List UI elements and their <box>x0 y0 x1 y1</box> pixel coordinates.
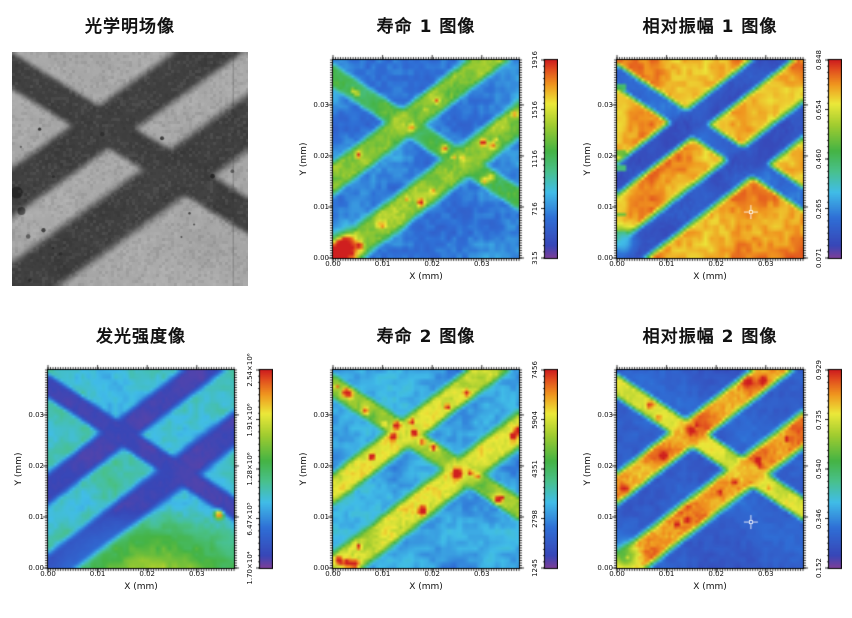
colorbar-tick-label: 1.70×10⁴ <box>246 551 254 585</box>
panel-lifetime-1: 寿命 1 图像 Y (mm) 0.00 0.01 0.02 0.03 0.00 0.01… <box>288 8 572 308</box>
y-axis-label: Y (mm) <box>299 142 309 176</box>
colorbar-tick-label: 0.540 <box>815 458 823 480</box>
heatmap-canvas <box>610 53 810 265</box>
y-tick-label: 0.01 <box>28 512 44 521</box>
colorbar-tick-label: 0.460 <box>815 148 823 170</box>
colorbar-tick-label: 1.91×10⁶ <box>246 402 254 437</box>
x-axis-label: X (mm) <box>409 272 443 282</box>
y-tick-label: 0.00 <box>313 564 329 572</box>
colorbar-tick-label: 0.735 <box>815 409 823 430</box>
y-tick-label: 0.03 <box>597 410 613 419</box>
colorbar-tick-label: 6.47×10⁵ <box>246 501 254 536</box>
y-axis-label: Y (mm) <box>14 452 24 486</box>
colorbar-canvas <box>256 366 273 572</box>
colorbar-tick-label: 0.152 <box>815 557 823 579</box>
y-tick-label: 0.01 <box>597 202 613 211</box>
heatmap-canvas <box>610 363 810 575</box>
y-tick-label: 0.01 <box>313 202 329 211</box>
x-axis-label: X (mm) <box>693 582 727 592</box>
colorbar-tick-label: 0.071 <box>815 247 823 269</box>
y-tick-label: 0.00 <box>597 564 613 572</box>
colorbar-tick-label: 1516 <box>531 100 539 119</box>
colorbar-tick-label: 0.654 <box>815 99 823 120</box>
colorbar-canvas <box>825 56 842 262</box>
y-tick-label: 0.01 <box>597 512 613 521</box>
panel-amplitude-1: 相对振幅 1 图像 Y (mm) 0.00 0.01 0.02 0.03 0.00 0.… <box>572 8 852 308</box>
y-tick-label: 0.00 <box>313 254 329 262</box>
x-axis-label: X (mm) <box>409 582 443 592</box>
heatmap-canvas <box>326 53 526 265</box>
colorbar-tick-label: 1.28×10⁶ <box>246 452 254 486</box>
colorbar-tick-label: 5904 <box>531 410 539 429</box>
colorbar-tick-label: 2.54×10⁶ <box>246 353 254 387</box>
colorbar-tick-label: 1916 <box>531 51 539 69</box>
optical-image-canvas <box>12 52 248 286</box>
heatmap-canvas <box>41 363 241 575</box>
panel-title: 寿命 1 图像 <box>376 17 476 37</box>
y-axis-label: Y (mm) <box>583 142 593 176</box>
optical-image <box>12 52 248 286</box>
y-tick-label: 0.01 <box>313 512 329 521</box>
y-tick-label: 0.02 <box>313 461 329 470</box>
x-axis-label: X (mm) <box>124 582 158 592</box>
panel-title: 相对振幅 2 图像 <box>642 327 778 347</box>
y-tick-label: 0.03 <box>313 100 329 109</box>
colorbar-tick-label: 1116 <box>531 150 539 168</box>
panel-title: 发光强度像 <box>96 327 186 347</box>
panel-intensity: 发光强度像 Y (mm) 0.00 0.01 0.02 0.03 0.00 0.01 0.… <box>3 318 287 618</box>
y-tick-label: 0.02 <box>597 461 613 470</box>
y-tick-label: 0.02 <box>28 461 44 470</box>
y-tick-label: 0.03 <box>313 410 329 419</box>
colorbar-tick-label: 7456 <box>531 361 539 379</box>
y-tick-label: 0.02 <box>313 151 329 160</box>
colorbar-canvas <box>825 366 842 572</box>
colorbar-tick-label: 4351 <box>531 460 539 478</box>
y-tick-label: 0.03 <box>597 100 613 109</box>
colorbar-tick-label: 315 <box>531 251 539 265</box>
colorbar-tick-label: 0.848 <box>815 49 823 71</box>
y-tick-label: 0.02 <box>597 151 613 160</box>
colorbar-tick-label: 0.346 <box>815 508 823 529</box>
panel-optical: 光学明场像 <box>0 8 284 308</box>
colorbar-tick-label: 2798 <box>531 509 539 528</box>
y-tick-label: 0.00 <box>597 254 613 262</box>
heatmap-canvas <box>326 363 526 575</box>
y-axis-label: Y (mm) <box>299 452 309 486</box>
colorbar-tick-label: 0.929 <box>815 359 823 381</box>
x-axis-label: X (mm) <box>693 272 727 282</box>
colorbar-canvas <box>541 366 558 572</box>
y-tick-label: 0.03 <box>28 410 44 419</box>
panel-title: 寿命 2 图像 <box>376 327 476 347</box>
y-tick-label: 0.00 <box>28 564 44 572</box>
colorbar-tick-label: 0.265 <box>815 198 823 219</box>
panel-title: 相对振幅 1 图像 <box>642 17 778 37</box>
colorbar-canvas <box>541 56 558 262</box>
colorbar-tick-label: 716 <box>531 201 539 216</box>
panel-lifetime-2: 寿命 2 图像 Y (mm) 0.00 0.01 0.02 0.03 0.00 0.01… <box>288 318 572 618</box>
panel-amplitude-2: 相对振幅 2 图像 Y (mm) 0.00 0.01 0.02 0.03 0.00 0.… <box>572 318 852 618</box>
panel-title-optical: 光学明场像 <box>85 17 175 37</box>
colorbar-tick-label: 1245 <box>531 559 539 577</box>
y-axis-label: Y (mm) <box>583 452 593 486</box>
